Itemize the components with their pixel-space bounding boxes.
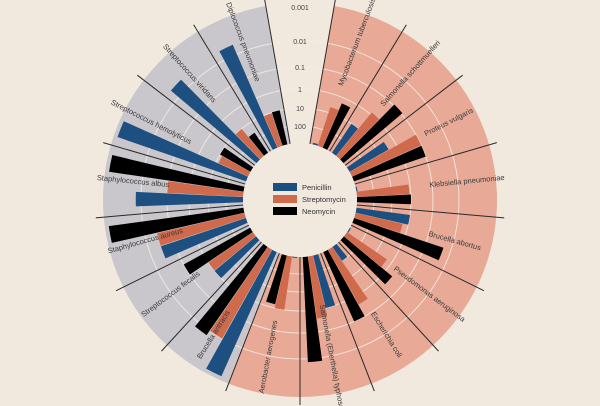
bar-streptomycin: [344, 232, 387, 267]
bar-streptomycin: [356, 184, 410, 197]
spoke-divider: [115, 224, 250, 292]
scale-tick: 10: [296, 106, 304, 113]
bar-neomycin: [322, 103, 351, 150]
legend-swatch-streptomycin: [273, 195, 297, 203]
bar-penicillin: [331, 123, 359, 156]
bar-penicillin: [135, 191, 244, 207]
spoke-divider: [309, 0, 336, 144]
scale-tick: 0.01: [293, 39, 307, 46]
scale-tick: 0.001: [291, 5, 309, 12]
bar-neomycin: [271, 110, 288, 146]
spoke-divider: [137, 74, 256, 166]
bar-streptomycin: [308, 255, 328, 319]
spoke-divider: [103, 142, 246, 185]
spoke-divider: [193, 24, 271, 152]
bar-streptomycin: [264, 113, 283, 148]
spoke-divider: [354, 142, 497, 185]
bar-penicillin: [347, 227, 351, 233]
bar-streptomycin: [218, 156, 251, 177]
bar-neomycin: [109, 155, 245, 192]
bar-neomycin: [323, 249, 365, 322]
bar-neomycin: [340, 104, 403, 164]
bar-streptomycin: [235, 128, 264, 160]
bar-penicillin: [312, 142, 318, 146]
spoke-divider: [329, 24, 407, 152]
bar-penicillin: [117, 121, 248, 182]
legend-label-streptomycin: Streptomycin: [302, 195, 346, 204]
spoke-divider: [356, 204, 505, 219]
spoke-divider: [264, 0, 291, 144]
bar-penicillin: [160, 217, 248, 259]
bar-penicillin: [292, 256, 298, 258]
bar-streptomycin: [349, 134, 422, 177]
bar-streptomycin: [354, 212, 403, 233]
scale-tick-labels: 0.001 0.01 0.1 1 10 100: [291, 5, 309, 131]
bars: [108, 44, 444, 377]
bar-streptomycin: [167, 181, 244, 197]
bar-neomycin: [183, 227, 253, 275]
bar-neomycin: [220, 147, 254, 172]
bar-penicillin: [206, 249, 277, 377]
bar-streptomycin: [274, 255, 292, 310]
spoke-divider: [344, 74, 463, 166]
spoke-divider: [95, 204, 244, 219]
bar-streptomycin: [210, 247, 273, 339]
bar-neomycin: [352, 217, 444, 261]
scale-tick: 100: [294, 124, 306, 131]
legend-swatch-neomycin: [273, 207, 297, 215]
bar-penicillin: [355, 186, 358, 192]
bar-penicillin: [219, 44, 278, 150]
bar-streptomycin: [208, 232, 256, 271]
scale-tick: 1: [298, 87, 302, 94]
bar-neomycin: [356, 194, 412, 205]
bar-streptomycin: [157, 212, 246, 246]
center-hub: [243, 143, 357, 257]
bar-neomycin: [340, 236, 393, 285]
spoke-divider: [320, 252, 375, 392]
bar-neomycin: [302, 256, 323, 363]
scale-tick: 0.1: [295, 65, 305, 72]
spoke-divider: [350, 224, 485, 292]
bar-neomycin: [266, 254, 287, 305]
spoke-divider: [225, 252, 280, 392]
bar-streptomycin: [317, 107, 339, 148]
spoke-divider: [338, 241, 439, 352]
bar-penicillin: [355, 207, 410, 225]
bar-streptomycin: [327, 247, 368, 305]
bar-neomycin: [352, 145, 426, 182]
bar-neomycin: [108, 207, 245, 243]
bar-penicillin: [313, 254, 336, 308]
bar-penicillin: [214, 236, 260, 279]
legend: Penicillin Streptomycin Neomycin: [273, 183, 346, 216]
bar-neomycin: [248, 132, 269, 156]
bar-penicillin: [332, 243, 348, 261]
bar-penicillin: [346, 141, 389, 172]
spokes: [95, 0, 505, 405]
legend-swatch-penicillin: [273, 183, 297, 191]
legend-label-penicillin: Penicillin: [302, 183, 332, 192]
bar-penicillin: [170, 79, 260, 164]
legend-label-neomycin: Neomycin: [302, 207, 335, 216]
spoke-divider: [161, 241, 262, 352]
bar-neomycin: [195, 243, 268, 336]
bar-streptomycin: [336, 112, 380, 160]
